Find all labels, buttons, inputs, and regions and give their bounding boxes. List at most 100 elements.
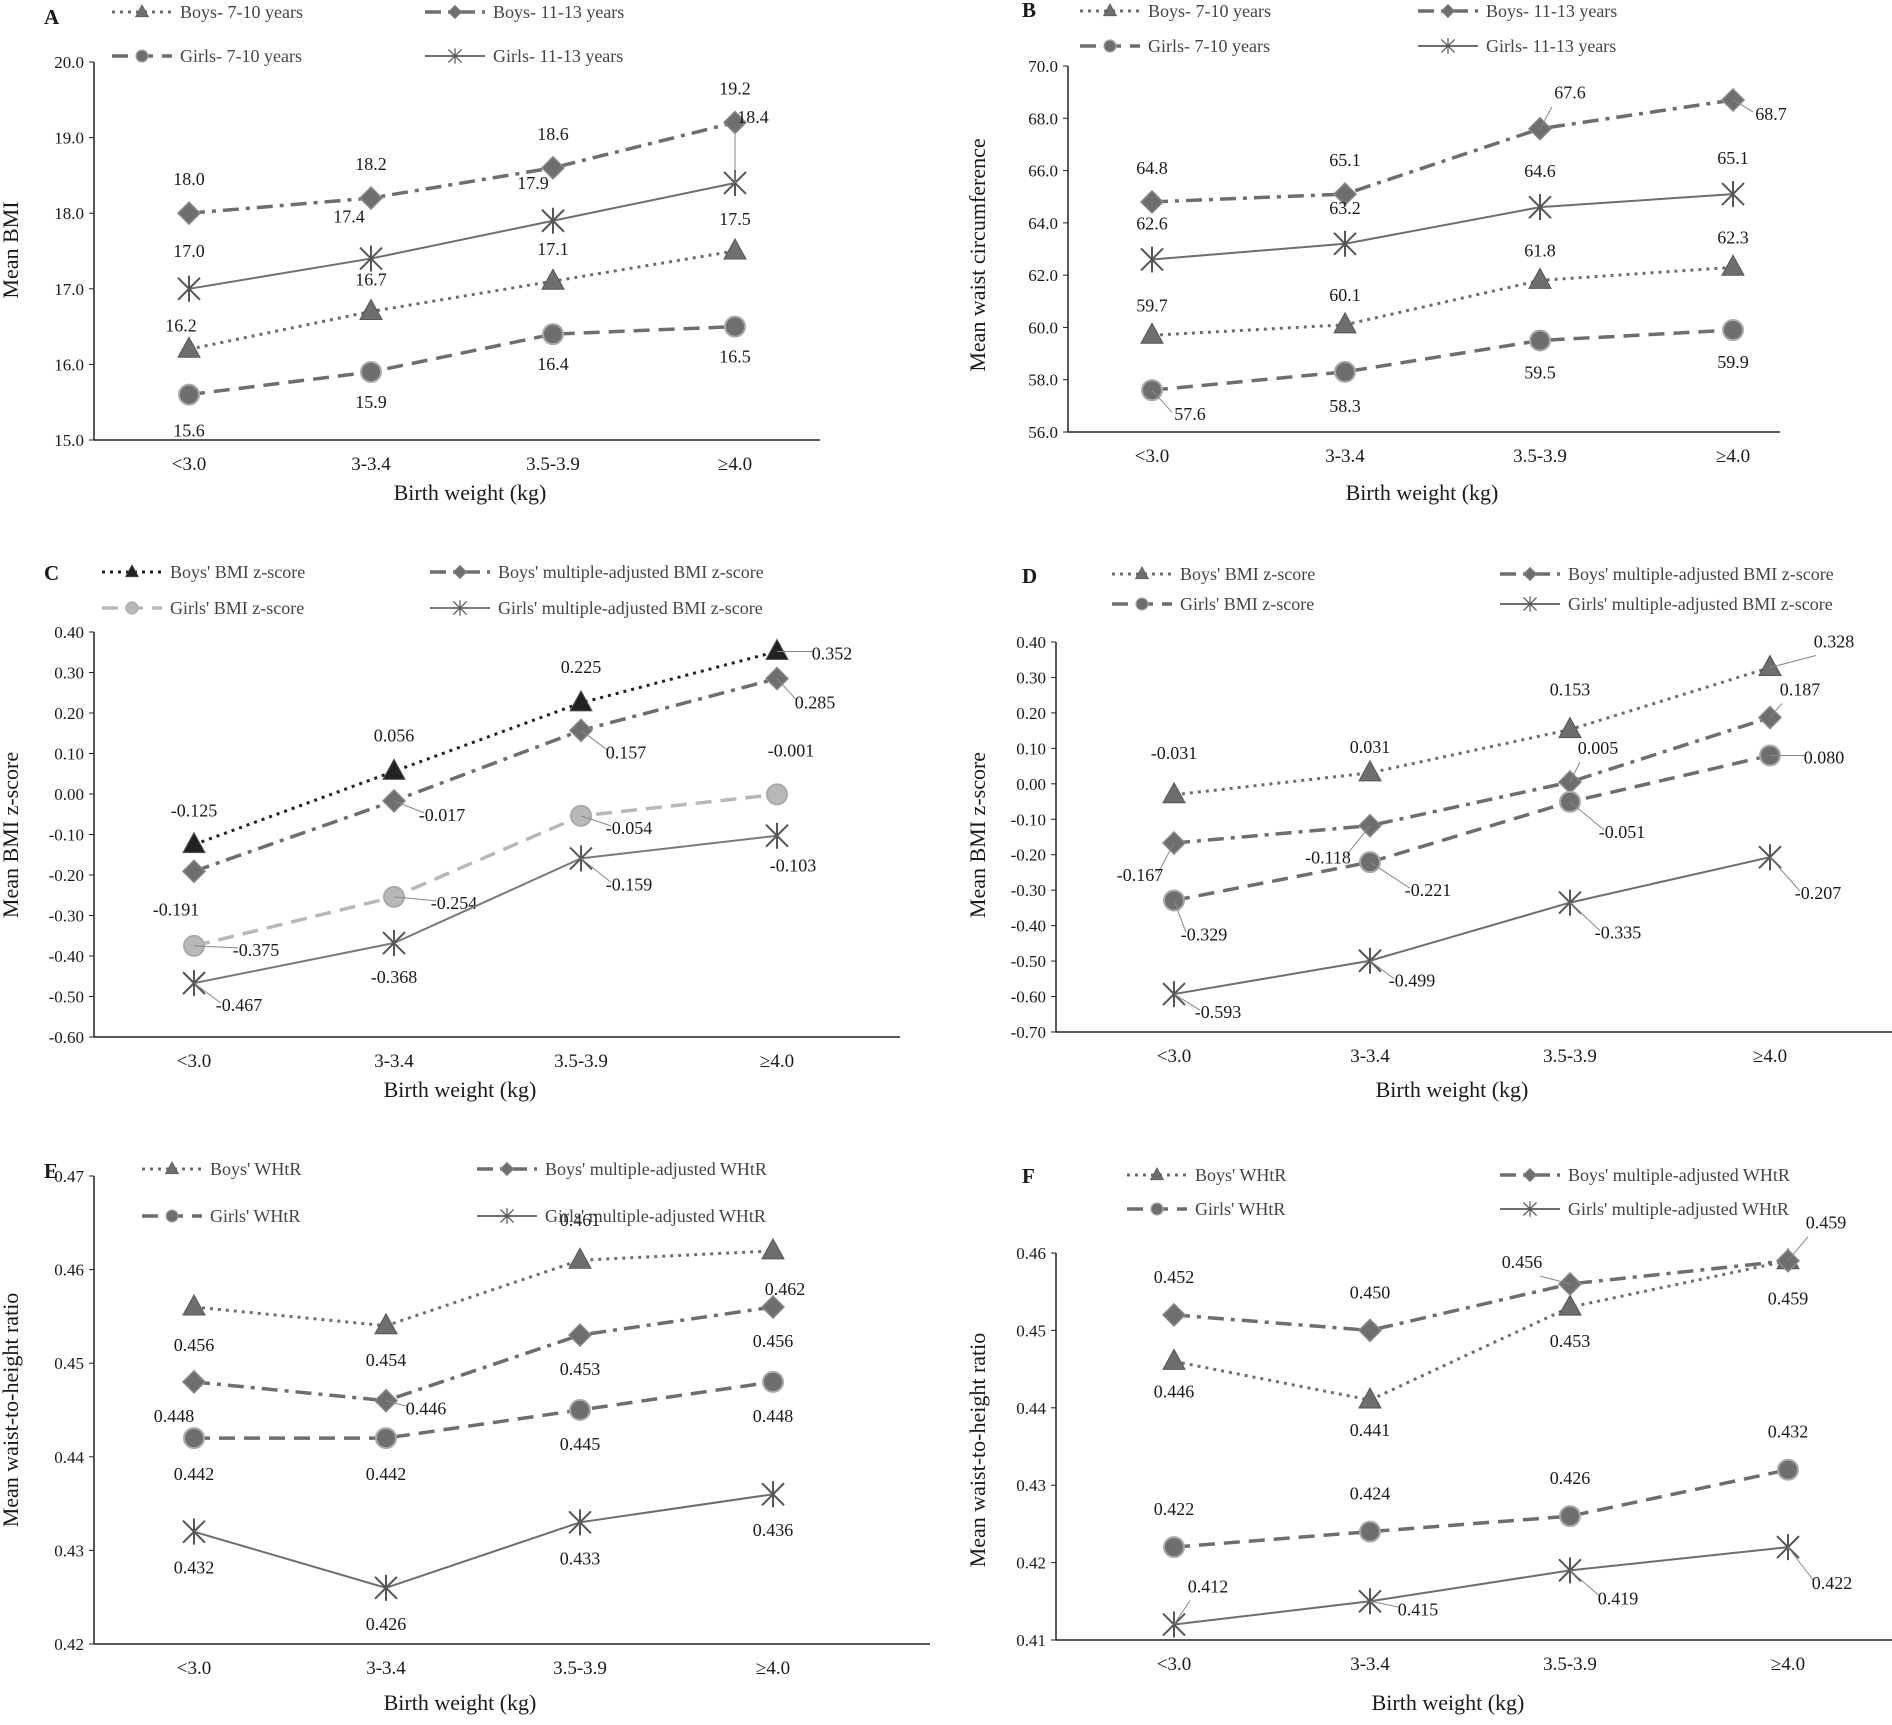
x-tick-label: <3.0 bbox=[1157, 1046, 1191, 1067]
y-tick-label: 17.0 bbox=[54, 280, 84, 299]
leader-line bbox=[776, 678, 798, 701]
legend-swatch-marker bbox=[135, 49, 149, 63]
data-point bbox=[765, 638, 789, 660]
data-label: 64.8 bbox=[1136, 158, 1168, 178]
leader-line bbox=[1369, 861, 1411, 889]
legend-label: Boys' BMI z-score bbox=[1180, 564, 1315, 584]
data-label: 0.436 bbox=[753, 1520, 794, 1540]
data-label: -0.375 bbox=[233, 940, 280, 960]
data-label: 19.2 bbox=[719, 78, 751, 98]
data-label: 17.1 bbox=[537, 239, 569, 259]
data-label: 0.442 bbox=[174, 1464, 215, 1484]
x-tick-label: ≥4.0 bbox=[1753, 1046, 1787, 1067]
panel-letter: E bbox=[44, 1159, 58, 1183]
data-label: 18.2 bbox=[355, 154, 387, 174]
series-line bbox=[193, 649, 778, 847]
legend-swatch-marker bbox=[447, 48, 463, 64]
y-tick-label: 0.00 bbox=[54, 785, 84, 804]
data-label: 17.4 bbox=[333, 207, 365, 227]
y-tick-label: 16.0 bbox=[54, 355, 84, 374]
data-label: 0.031 bbox=[1350, 737, 1391, 757]
legend-swatch-marker bbox=[452, 600, 468, 616]
legend-label: Boys- 11-13 years bbox=[493, 2, 624, 22]
data-point bbox=[568, 1509, 592, 1536]
y-tick-label: 70.0 bbox=[1028, 57, 1058, 76]
x-tick-label: ≥4.0 bbox=[1716, 446, 1750, 467]
data-label: -0.593 bbox=[1195, 1002, 1242, 1022]
leader-line bbox=[1569, 1569, 1601, 1597]
legend-marker bbox=[1149, 1167, 1165, 1181]
y-tick-label: 0.41 bbox=[1016, 1631, 1046, 1650]
y-tick-label: -0.10 bbox=[49, 826, 84, 845]
data-label: 0.445 bbox=[560, 1434, 601, 1454]
data-point bbox=[1722, 319, 1744, 342]
y-tick-label: 60.0 bbox=[1028, 318, 1058, 337]
series-line bbox=[188, 181, 736, 290]
series-line bbox=[1173, 715, 1771, 845]
chart-panel-a: A 15.0 16.0 17.0 18.0 19.0 20.0 <3.0 3-3.4 3.5-3.… bbox=[0, 2, 820, 505]
data-point bbox=[1333, 230, 1357, 257]
data-label: -0.125 bbox=[171, 801, 218, 821]
legend-label: Girls' BMI z-score bbox=[1180, 594, 1314, 614]
data-label: 0.285 bbox=[795, 693, 836, 713]
data-point bbox=[1721, 254, 1745, 276]
x-axis-title: Birth weight (kg) bbox=[1372, 1690, 1525, 1715]
legend-label: Boys- 7-10 years bbox=[1148, 1, 1271, 21]
legend-marker bbox=[1522, 596, 1538, 612]
data-label: -0.103 bbox=[770, 856, 817, 876]
y-tick-label: -0.60 bbox=[49, 1028, 84, 1047]
legend-swatch-marker bbox=[134, 4, 150, 18]
legend-marker bbox=[452, 564, 468, 580]
leader-line bbox=[1769, 703, 1783, 718]
data-point bbox=[1163, 1536, 1185, 1559]
x-tick-label: 3-3.4 bbox=[1325, 446, 1365, 467]
y-tick-label: 0.40 bbox=[54, 623, 84, 642]
panel-letter: C bbox=[44, 561, 59, 585]
chart-panel-e: E 0.42 0.43 0.44 0.45 0.46 0.47 <3.0 3-3.4 3.5-3.… bbox=[0, 1159, 930, 1715]
data-label: 62.6 bbox=[1136, 213, 1168, 233]
data-point bbox=[1529, 329, 1551, 352]
panel-letter: A bbox=[44, 5, 60, 29]
data-label: 0.453 bbox=[1550, 1331, 1591, 1351]
legend-swatch-marker bbox=[1522, 596, 1538, 612]
legend-marker bbox=[452, 600, 468, 616]
data-label: 0.422 bbox=[1812, 1573, 1853, 1593]
leader-line bbox=[1173, 993, 1201, 1011]
series-line bbox=[1173, 1259, 1789, 1402]
leader-line bbox=[1769, 655, 1817, 669]
y-tick-label: 0.10 bbox=[54, 745, 84, 764]
data-label: 0.456 bbox=[753, 1331, 794, 1351]
legend-label: Girls' BMI z-score bbox=[170, 598, 304, 618]
data-label: 59.9 bbox=[1717, 352, 1749, 372]
series-line bbox=[1151, 328, 1734, 392]
data-point bbox=[540, 155, 566, 180]
y-axis-title: Mean BMI z-score bbox=[0, 752, 23, 918]
data-point bbox=[360, 360, 382, 383]
legend-marker bbox=[124, 564, 140, 578]
legend-label: Girls' multiple-adjusted WHtR bbox=[545, 1206, 766, 1226]
y-tick-label: 62.0 bbox=[1028, 266, 1058, 285]
data-point bbox=[761, 1481, 785, 1508]
data-label: 17.5 bbox=[719, 209, 751, 229]
data-point bbox=[1358, 759, 1382, 782]
data-label: 68.7 bbox=[1755, 104, 1787, 124]
x-tick-label: 3.5-3.9 bbox=[1543, 1654, 1597, 1675]
x-tick-label: 3-3.4 bbox=[1350, 1046, 1390, 1067]
legend-label: Boys' WHtR bbox=[1195, 1165, 1286, 1185]
y-axis-title: Mean BMI bbox=[0, 201, 23, 298]
data-label: 16.2 bbox=[165, 315, 197, 335]
data-point bbox=[1357, 1318, 1383, 1343]
data-label: -0.031 bbox=[1151, 743, 1198, 763]
data-point bbox=[177, 336, 201, 358]
data-label: 16.7 bbox=[355, 269, 387, 289]
data-point bbox=[761, 1237, 785, 1260]
data-label: 0.157 bbox=[606, 742, 647, 762]
data-label: -0.159 bbox=[606, 874, 653, 894]
data-point bbox=[1528, 194, 1552, 221]
series-line bbox=[193, 1493, 774, 1589]
data-point bbox=[1162, 981, 1186, 1008]
series-line bbox=[1173, 1546, 1789, 1626]
data-point bbox=[1758, 844, 1782, 871]
legend-marker bbox=[499, 1208, 515, 1224]
